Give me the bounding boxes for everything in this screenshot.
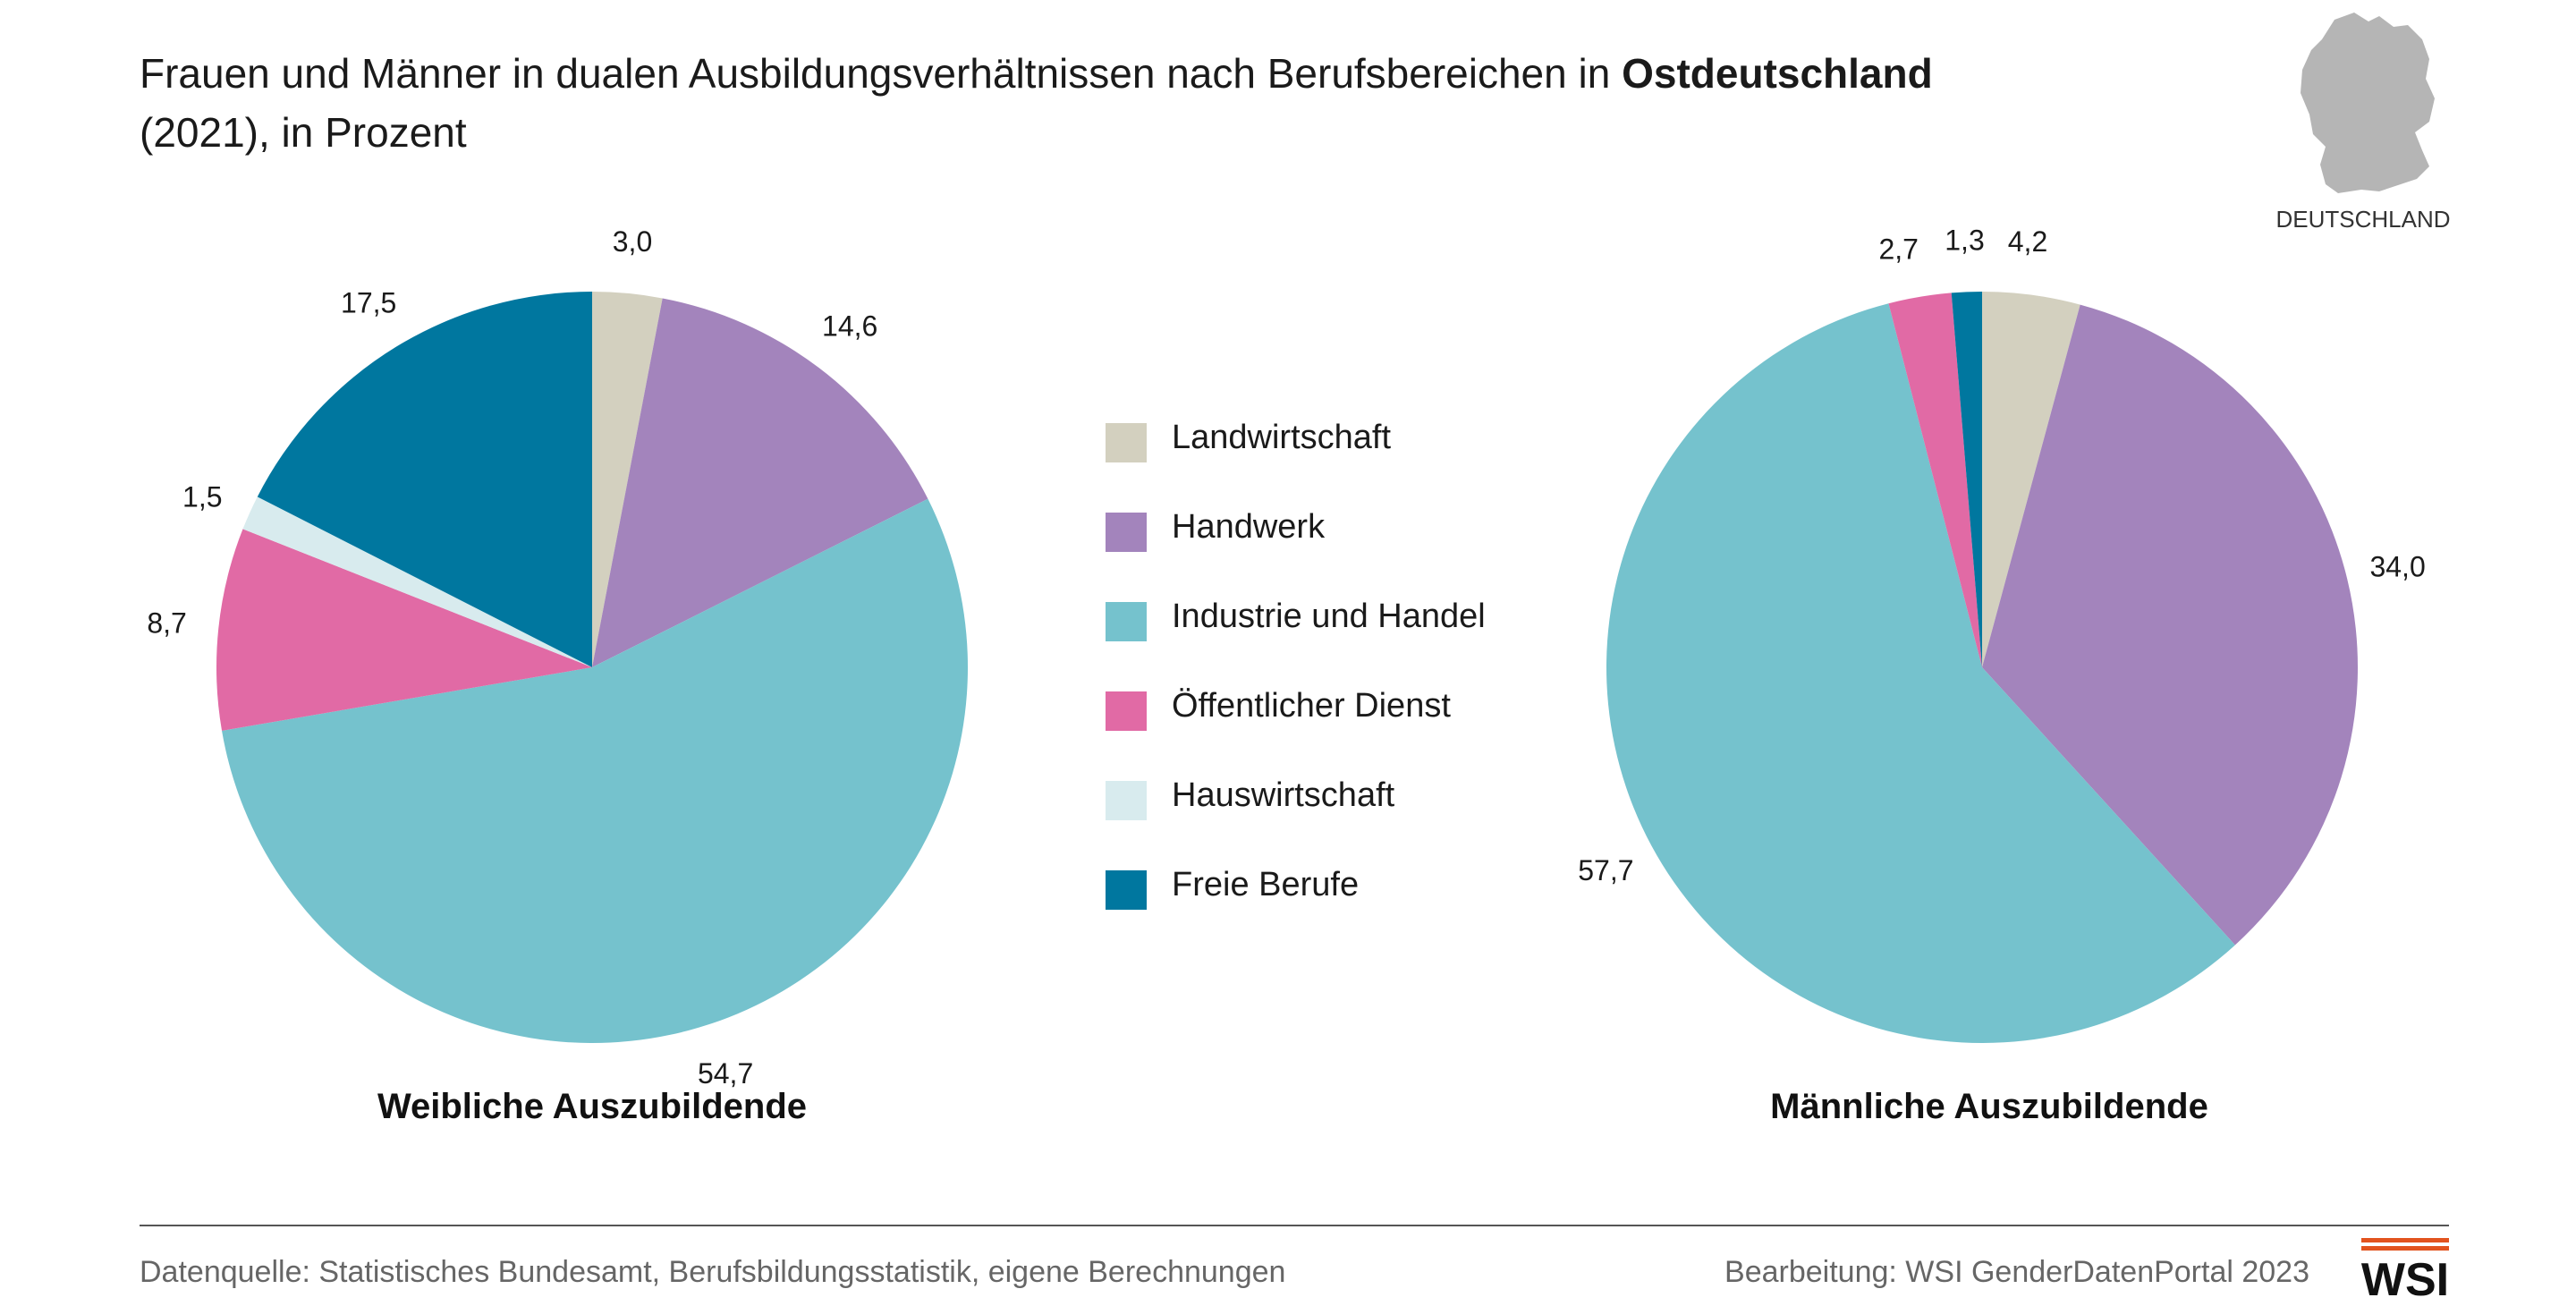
- pie-weiblich: [216, 292, 969, 1044]
- legend-swatch-oeffentlich: [1106, 691, 1147, 731]
- label-landwirtschaft: 4,2: [2008, 225, 2047, 258]
- logo-bar-bottom: [2361, 1246, 2449, 1251]
- label-industrie: 57,7: [1578, 854, 1633, 886]
- label-handwerk: 14,6: [822, 310, 877, 343]
- label-hauswirtschaft: 1,5: [182, 480, 222, 513]
- logo-text: WSI: [2361, 1254, 2449, 1306]
- legend-swatch-landwirtschaft: [1106, 423, 1147, 462]
- legend-label-handwerk: Handwerk: [1172, 508, 1326, 546]
- chart-title-line1: Frauen und Männer in dualen Ausbildungsv…: [140, 50, 1933, 97]
- pie-maennlich: [1606, 291, 2358, 1043]
- legend-label-freie: Freie Berufe: [1172, 866, 1359, 903]
- legend-label-hauswirtschaft: Hauswirtschaft: [1172, 776, 1395, 814]
- slice-landwirtschaft: [592, 292, 663, 667]
- label-freie: 17,5: [341, 286, 396, 318]
- logo-bar-top: [2361, 1238, 2449, 1242]
- pie-weiblich-labels: 3,0 14,6 54,7 8,7 1,5 17,5: [147, 225, 877, 1090]
- legend-swatch-handwerk: [1106, 513, 1147, 552]
- footer-credit: Bearbeitung: WSI GenderDatenPortal 2023: [1724, 1255, 2309, 1289]
- map-label: DEUTSCHLAND: [2275, 206, 2450, 233]
- label-landwirtschaft: 3,0: [613, 225, 652, 258]
- slice-freie: [257, 292, 592, 667]
- germany-map-icon: [2301, 13, 2435, 193]
- legend-swatch-industrie: [1106, 602, 1147, 641]
- footer-source: Datenquelle: Statistisches Bundesamt, Be…: [140, 1255, 1285, 1289]
- wsi-logo: WSI: [2361, 1238, 2449, 1306]
- label-freie: 1,3: [1945, 224, 1984, 256]
- slice-oeffentlich: [1888, 293, 1982, 667]
- legend: Landwirtschaft Handwerk Industrie und Hand…: [1106, 419, 1486, 910]
- label-oeffentlich: 8,7: [147, 607, 186, 640]
- slice-oeffentlich: [216, 529, 592, 731]
- legend-swatch-freie: [1106, 870, 1147, 910]
- pie-maennlich-labels: 4,2 34,0 57,7 2,7 1,3: [1578, 224, 2425, 886]
- label-handwerk: 34,0: [2369, 551, 2425, 583]
- legend-label-oeffentlich: Öffentlicher Dienst: [1172, 687, 1451, 725]
- legend-label-landwirtschaft: Landwirtschaft: [1172, 419, 1391, 456]
- slice-freie: [1951, 291, 1982, 667]
- slice-handwerk: [592, 298, 928, 667]
- slice-landwirtschaft: [1982, 292, 2080, 667]
- slice-industrie: [1606, 303, 2235, 1043]
- slice-handwerk: [1982, 304, 2358, 946]
- chart-title-line2: (2021), in Prozent: [140, 109, 467, 156]
- pie-maennlich-caption: Männliche Auszubildende: [1770, 1087, 2208, 1126]
- legend-label-industrie: Industrie und Handel: [1172, 598, 1486, 635]
- slice-industrie: [222, 498, 969, 1044]
- pie-weiblich-caption: Weibliche Auszubildende: [377, 1087, 807, 1126]
- label-industrie: 54,7: [698, 1057, 753, 1090]
- label-oeffentlich: 2,7: [1878, 233, 1918, 266]
- legend-swatch-hauswirtschaft: [1106, 781, 1147, 820]
- slice-hauswirtschaft: [242, 496, 592, 667]
